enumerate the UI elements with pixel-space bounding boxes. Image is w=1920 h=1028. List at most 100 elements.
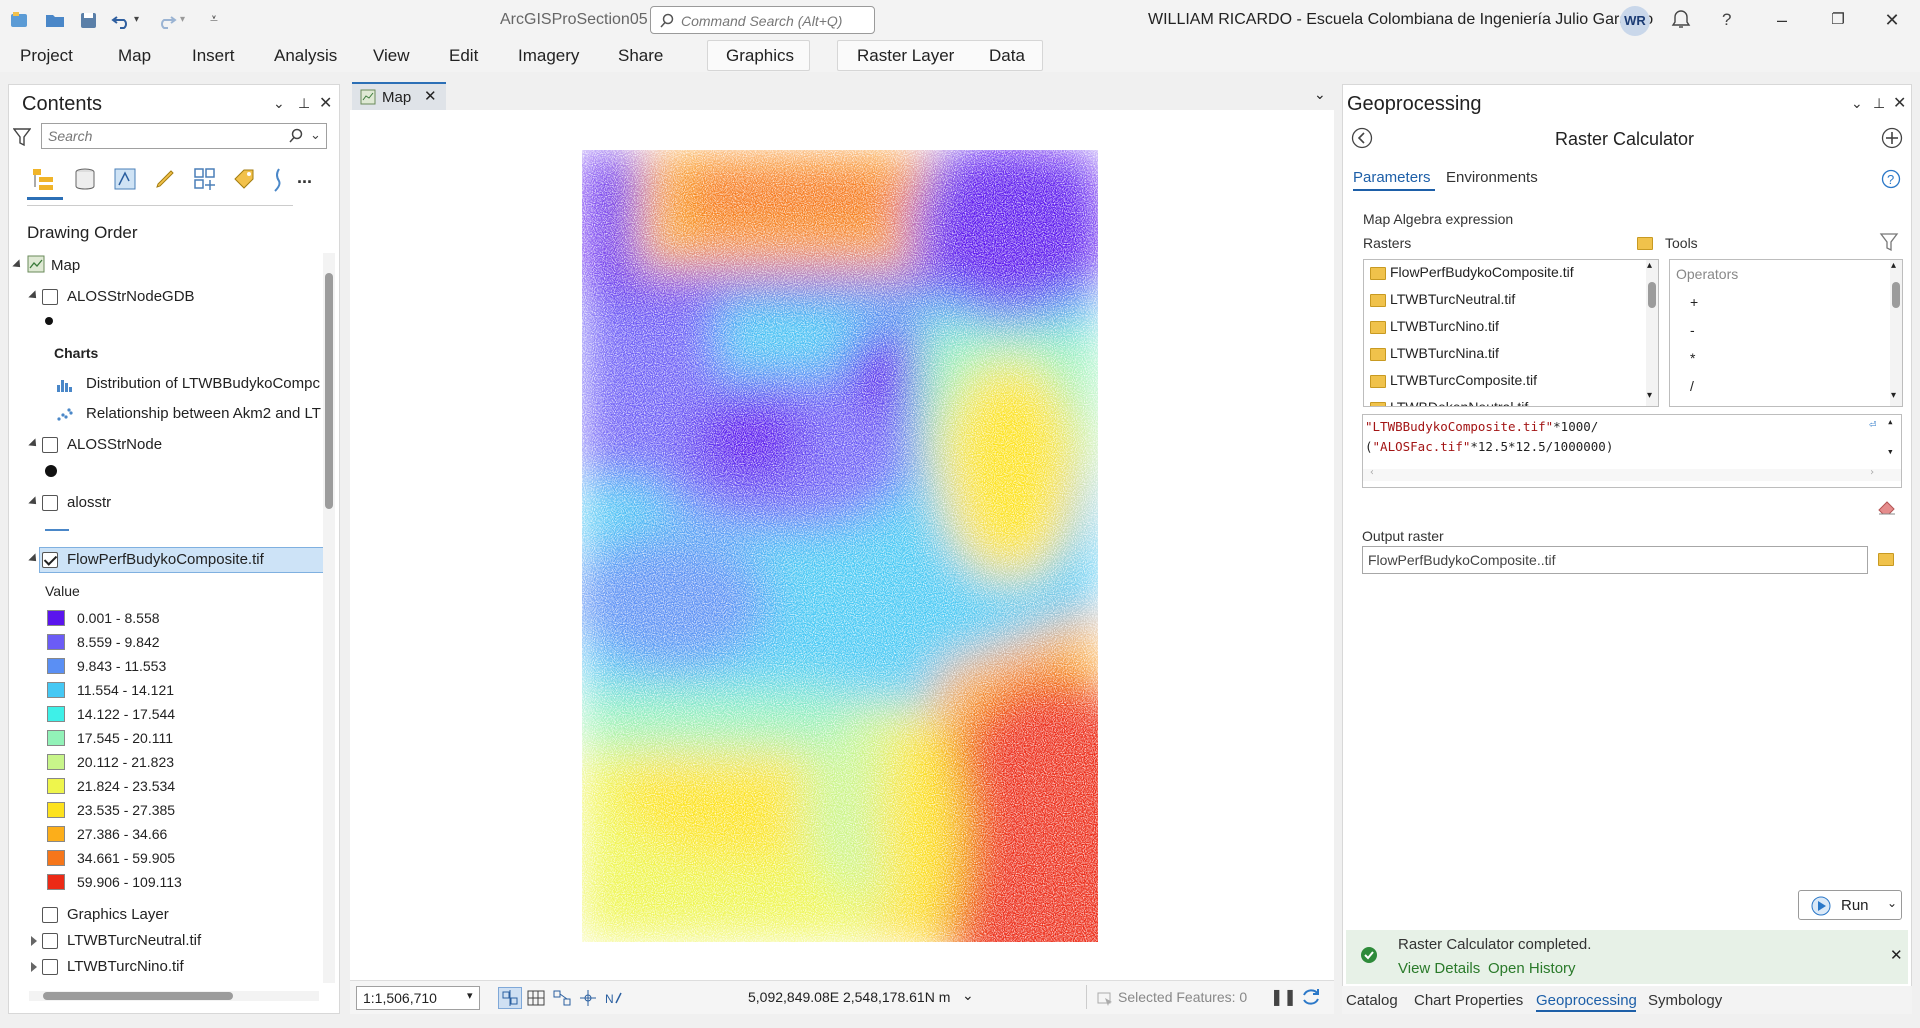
undo-dropdown-icon[interactable]: ▾ [134,14,140,25]
tab-geoprocessing[interactable]: Geoprocessing [1536,992,1637,1009]
tab-imagery[interactable]: Imagery [518,46,580,65]
map-view-tab[interactable]: Map ✕ [352,82,446,110]
tab-edit[interactable]: Edit [449,46,479,65]
layer5-label[interactable]: Graphics Layer [67,906,169,923]
tab-environments[interactable]: Environments [1446,169,1538,186]
layer1-label[interactable]: ALOSStrNodeGDB [67,288,195,305]
undo-icon[interactable] [110,9,132,31]
close-pane-icon[interactable]: ✕ [319,95,333,112]
layer2-label[interactable]: ALOSStrNode [67,436,163,453]
pin-icon[interactable]: ⊥ [298,95,311,111]
legend-swatch[interactable] [47,610,65,626]
list-by-drawing-order-icon[interactable] [29,165,57,193]
tab-symbology[interactable]: Symbology [1648,992,1723,1009]
grid-snap-icon[interactable] [498,987,522,1009]
save-project-icon[interactable] [78,9,100,31]
legend-swatch[interactable] [47,874,65,890]
raster-list-item[interactable]: FlowPerfBudykoComposite.tif [1390,264,1574,280]
h-scroll-thumb[interactable] [43,992,233,1000]
tab-raster-layer[interactable]: Raster Layer [857,46,955,65]
grid-icon[interactable] [526,989,546,1007]
tab-catalog[interactable]: Catalog [1346,992,1398,1009]
legend-swatch[interactable] [47,778,65,794]
expression-horizontal-scrollbar[interactable]: ‹ › [1363,467,1901,481]
run-button[interactable]: Run ⌄ [1798,890,1902,920]
expand-layer6-icon[interactable] [31,936,37,946]
legend-swatch[interactable] [47,634,65,650]
operator-list-item[interactable]: + [1690,294,1699,310]
minimize-icon[interactable]: – [1776,10,1787,30]
help-icon[interactable]: ? [1722,10,1732,29]
constraints-icon[interactable] [552,989,572,1007]
open-history-link[interactable]: Open History [1488,960,1576,977]
selected-layer-row[interactable] [39,547,327,573]
raster-list-item[interactable]: LTWBDekenNeutral.tif [1390,399,1529,407]
legend-swatch[interactable] [47,658,65,674]
list-by-labeling-icon[interactable] [231,165,259,193]
tab-insert[interactable]: Insert [192,46,235,65]
filter-icon[interactable] [1879,231,1899,253]
tab-view[interactable]: View [373,46,410,65]
scale-dropdown-icon[interactable]: ▾ [467,990,473,1002]
chart2-label[interactable]: Relationship between Akm2 and LT [86,405,321,422]
legend-swatch[interactable] [47,730,65,746]
output-raster-input[interactable]: FlowPerfBudykoComposite..tif [1362,546,1868,574]
expand-map-icon[interactable] [12,259,24,271]
raster-list-item[interactable]: LTWBTurcComposite.tif [1390,372,1538,388]
new-project-icon[interactable] [8,9,30,31]
expand-layer4-icon[interactable] [28,553,40,565]
layer4-visibility-checkbox[interactable] [42,552,58,568]
map-layer-label[interactable]: Map [51,257,81,274]
view-details-link[interactable]: View Details [1398,960,1481,977]
layer1-visibility-checkbox[interactable] [42,289,58,305]
operators-scrollbar[interactable]: ▴ ▾ [1890,260,1902,406]
scroll-right-icon[interactable]: › [1869,467,1876,478]
operator-list-item[interactable]: * [1690,350,1696,366]
snapping-icon[interactable] [578,989,598,1007]
chart1-label[interactable]: Distribution of LTWBBudykoCompc [86,375,320,392]
expand-layer7-icon[interactable] [31,962,37,972]
layer2-visibility-checkbox[interactable] [42,437,58,453]
layer5-visibility-checkbox[interactable] [42,907,58,923]
north-arrow-icon[interactable]: N [604,989,624,1007]
tab-chart-properties[interactable]: Chart Properties [1414,992,1524,1009]
layer3-label[interactable]: alosstr [67,494,112,511]
coordinates-dropdown-icon[interactable]: ⌄ [962,987,974,1003]
dismiss-message-icon[interactable]: ✕ [1890,947,1903,964]
scale-selector[interactable]: 1:1,506,710 ▾ [356,986,480,1010]
pin-icon[interactable]: ⊥ [1873,95,1886,111]
customize-toolbar-icon[interactable]: ⩡ [210,10,218,26]
scroll-left-icon[interactable]: ‹ [1369,467,1376,478]
redo-icon[interactable] [156,9,178,31]
command-search-input[interactable]: Command Search (Alt+Q) [650,6,875,34]
run-dropdown-icon[interactable]: ⌄ [1887,896,1898,910]
avatar[interactable]: WR [1620,6,1650,36]
filter-icon[interactable] [13,127,31,147]
scroll-down-icon[interactable]: ▾ [1891,390,1897,401]
operators-list[interactable]: Operators + - * / ▴ ▾ [1669,259,1903,407]
operator-list-item[interactable]: / [1690,378,1694,394]
redo-dropdown-icon[interactable]: ▾ [180,14,186,25]
list-by-selection-icon[interactable] [111,165,139,193]
clear-expression-eraser-icon[interactable] [1876,496,1898,516]
scroll-down-icon[interactable]: ▾ [1647,390,1653,401]
legend-swatch[interactable] [47,850,65,866]
scroll-thumb[interactable] [1892,282,1900,308]
scroll-up-icon[interactable]: ▴ [1891,260,1897,271]
tab-overflow-icon[interactable]: ⌄ [1314,86,1326,102]
legend-swatch[interactable] [47,754,65,770]
contents-vertical-scrollbar[interactable] [323,253,335,983]
search-dropdown-icon[interactable]: ⌄ [310,127,321,142]
scroll-down-icon[interactable]: ▾ [1887,445,1894,458]
rasters-list[interactable]: FlowPerfBudykoComposite.tif LTWBTurcNeutr… [1363,259,1659,407]
scroll-up-icon[interactable]: ▴ [1887,415,1894,428]
browse-output-folder-icon[interactable] [1878,553,1894,566]
tab-graphics[interactable]: Graphics [726,46,795,65]
contents-search-input[interactable]: Search ⌄ [41,123,327,149]
layer6-label[interactable]: LTWBTurcNeutral.tif [67,932,202,949]
pause-drawing-icon[interactable]: ❚❚ [1270,989,1297,1006]
add-icon[interactable] [1881,127,1903,149]
close-map-tab-icon[interactable]: ✕ [424,88,437,105]
legend-swatch[interactable] [47,706,65,722]
layer3-visibility-checkbox[interactable] [42,495,58,511]
